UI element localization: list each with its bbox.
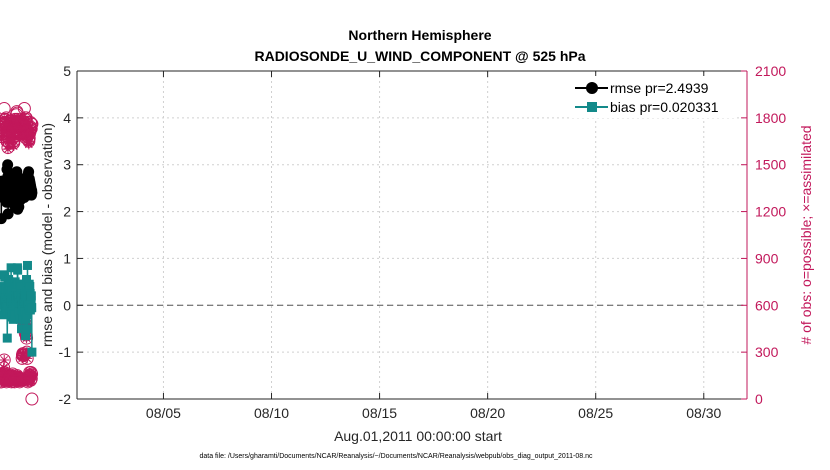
y-tick-label: 1 [63, 250, 71, 266]
legend-bias-marker [587, 102, 597, 112]
obs-layer [0, 101, 39, 406]
obs-assimilated-point [21, 347, 32, 358]
y-tick-label: 5 [63, 63, 71, 79]
bias-point [13, 265, 23, 275]
bias-point [22, 324, 32, 334]
rmse-point [2, 159, 14, 171]
y2-tick-label: 600 [755, 297, 779, 313]
bias-point [26, 291, 36, 301]
bias-point [25, 282, 35, 292]
bias-layer [0, 260, 37, 357]
plot-frame-layer [76, 70, 748, 400]
bias-point [16, 282, 26, 292]
y-tick-label: -2 [59, 391, 72, 407]
bias-point [27, 303, 37, 313]
y2-tick-label: 1500 [755, 157, 786, 173]
obs-possible-point [0, 353, 11, 367]
y2-tick-label: 0 [755, 391, 763, 407]
obs-assimilated-point [9, 136, 20, 147]
bias-point [22, 275, 32, 285]
y2-axis-label: # of obs: o=possible; ×=assimilated [798, 125, 814, 344]
bias-point [26, 296, 36, 306]
bias-point [2, 333, 12, 343]
obs-assimilated-point [22, 353, 33, 364]
bias-point [21, 314, 31, 324]
y-tick-label: -1 [59, 344, 72, 360]
y2-tick-label: 2100 [755, 63, 786, 79]
obs-assimilated-point [26, 125, 37, 136]
y-axis-label: rmse and bias (model - observation) [39, 123, 55, 347]
legend: rmse pr=2.4939 bias pr=0.020331 [572, 76, 735, 118]
bias-point [27, 347, 37, 357]
obs-assimilated-point [3, 136, 14, 147]
obs-assimilated-point [0, 362, 9, 373]
x-tick-label: 08/10 [254, 405, 289, 421]
legend-box [572, 76, 735, 118]
obs-assimilated-point [26, 369, 37, 380]
rmse-point [2, 208, 14, 220]
y2-tick-label: 300 [755, 344, 779, 360]
grid-layer [77, 70, 747, 400]
y-tick-label: 3 [63, 157, 71, 173]
footnote: data file: /Users/gharamti/Documents/NCA… [199, 453, 593, 460]
y-tick-label: 4 [63, 110, 71, 126]
y-tick-label: 0 [63, 297, 71, 313]
x-tick-label: 08/30 [686, 405, 721, 421]
x-tick-label: 08/15 [362, 405, 397, 421]
y2-tick-label: 900 [755, 250, 779, 266]
obs-assimilated-point [0, 354, 10, 365]
x-tick-label: 08/20 [470, 405, 505, 421]
y2-tick-label: 1800 [755, 110, 786, 126]
rmse-point [11, 166, 23, 178]
bias-point [22, 260, 32, 270]
obs-assimilated-point [25, 375, 36, 386]
bias-point [7, 305, 17, 315]
y-tick-label: 2 [63, 204, 71, 220]
y2-tick-label: 1200 [755, 204, 786, 220]
bias-point [5, 279, 15, 289]
bias-point [22, 310, 32, 320]
legend-rmse-label: rmse pr=2.4939 [610, 80, 709, 96]
obs-assimilated-point [21, 117, 32, 128]
bias-point [21, 331, 31, 341]
legend-bias-label: bias pr=0.020331 [610, 99, 719, 115]
x-tick-label: 08/25 [578, 405, 613, 421]
chart-subtitle: RADIOSONDE_U_WIND_COMPONENT @ 525 hPa [254, 48, 585, 64]
rmse-layer [0, 159, 38, 225]
x-tick-label: 08/05 [146, 405, 181, 421]
obs-possible-point [25, 392, 39, 406]
bias-point [10, 286, 20, 296]
obs-assimilated-point [16, 375, 27, 386]
bias-point [6, 263, 16, 273]
bias-point [17, 324, 27, 334]
x-axis-label: Aug.01,2011 00:00:00 start [334, 428, 502, 444]
ticks-layer: 08/05 08/10 08/15 08/20 08/25 08/30 -2 -1 0 1 2 3 4 5… [59, 63, 787, 421]
chart-title: Northern Hemisphere [348, 27, 491, 43]
legend-rmse-marker [586, 82, 598, 94]
rmse-point [26, 187, 38, 199]
obs-assimilated-point [19, 111, 30, 122]
obs-assimilated-point [25, 367, 36, 378]
obs-assimilated-point [2, 144, 13, 155]
obs-assimilated-point [0, 112, 10, 123]
